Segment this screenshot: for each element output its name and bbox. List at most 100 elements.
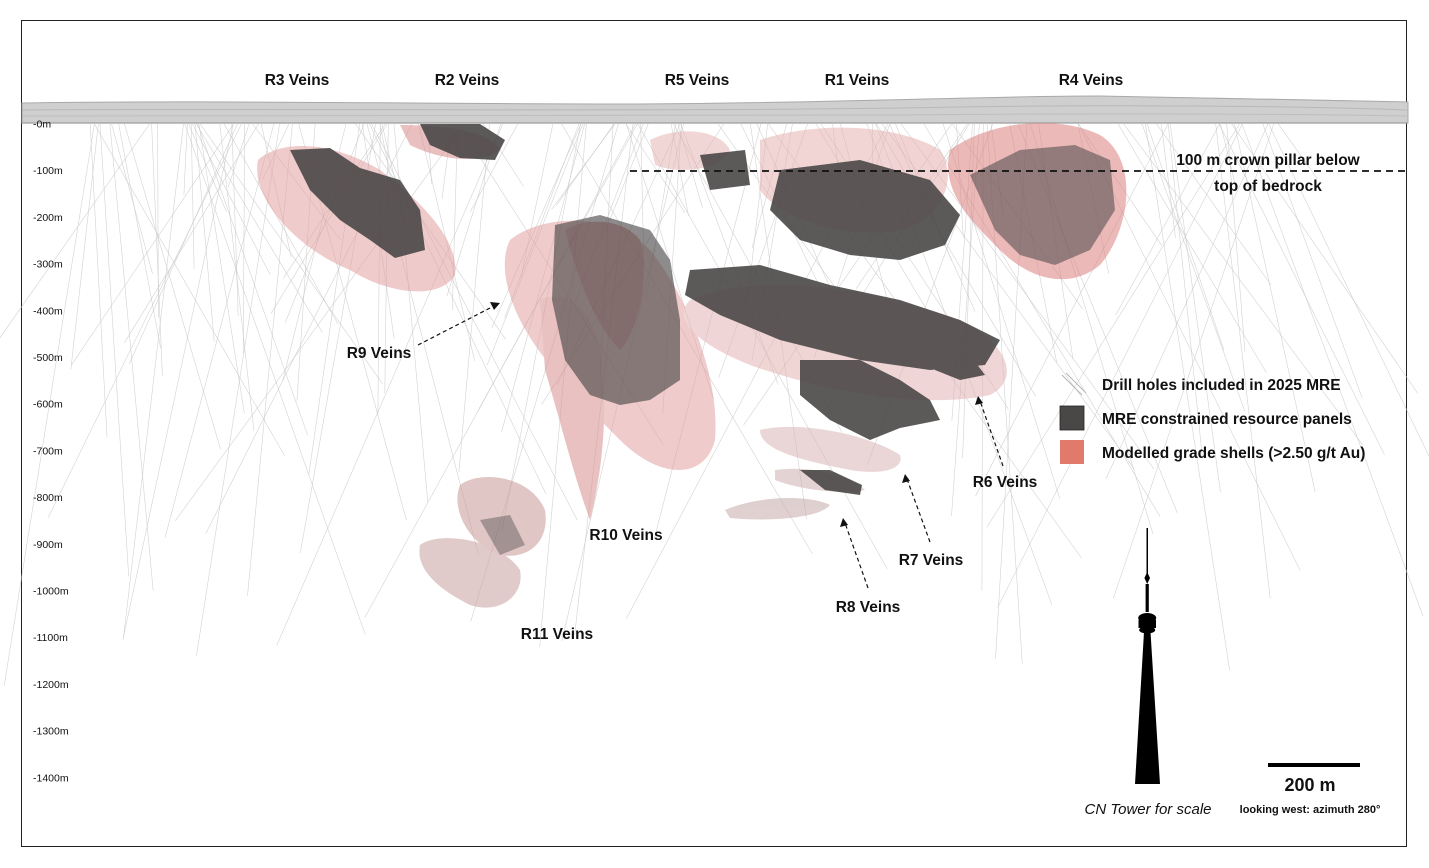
drill-hole-trace xyxy=(118,123,161,349)
drill-hole-trace xyxy=(1167,123,1203,457)
drill-hole-trace xyxy=(227,123,250,188)
panel-r2 xyxy=(420,124,505,160)
view-direction-label: looking west: azimuth 280° xyxy=(1240,804,1381,816)
drill-hole-trace xyxy=(183,123,188,195)
drill-hole-trace xyxy=(199,123,383,384)
vein-label-r5: R5 Veins xyxy=(665,72,730,89)
drill-hole-trace xyxy=(1218,123,1385,455)
depth-tick-label: -1200m xyxy=(33,679,69,691)
panel-r8 xyxy=(800,470,862,495)
drill-hole-trace xyxy=(175,123,465,521)
drill-hole-trace xyxy=(1146,123,1225,351)
grade-shell-r7 xyxy=(760,426,901,472)
depth-tick-label: -1400m xyxy=(33,772,69,784)
depth-tick-label: -900m xyxy=(33,539,63,551)
drill-hole-trace xyxy=(231,123,239,316)
crown-pillar-label-line2: top of bedrock xyxy=(1214,178,1322,195)
legend-label-resource-panels: MRE constrained resource panels xyxy=(1102,411,1352,428)
drill-hole-trace xyxy=(70,123,99,370)
drill-hole-trace xyxy=(1234,123,1316,493)
drill-hole-trace xyxy=(1161,123,1176,238)
depth-tick-label: -1000m xyxy=(33,586,69,598)
depth-tick-label: -400m xyxy=(33,305,63,317)
drill-hole-trace xyxy=(997,123,1243,608)
grade-shell-r11 xyxy=(419,538,521,608)
drill-hole-trace xyxy=(491,123,582,328)
drill-hole-trace xyxy=(196,123,280,657)
drill-hole-trace xyxy=(151,123,163,376)
legend-label-drill-holes: Drill holes included in 2025 MRE xyxy=(1102,377,1341,394)
drill-hole-trace xyxy=(190,123,195,269)
panel-r3 xyxy=(290,148,425,258)
depth-tick-label: -100m xyxy=(33,165,63,177)
grade-shell-r11b xyxy=(457,477,546,556)
drill-hole-trace xyxy=(157,123,159,318)
arrowhead-r6 xyxy=(975,396,983,405)
drill-hole-trace xyxy=(1220,123,1236,184)
figure-frame xyxy=(21,20,1407,847)
drill-hole-trace xyxy=(1145,123,1230,671)
drill-hole-trace xyxy=(124,123,221,450)
vein-label-r9: R9 Veins xyxy=(347,345,412,362)
drill-hole-trace xyxy=(89,123,108,437)
depth-tick-label: -1300m xyxy=(33,726,69,738)
drill-hole-trace xyxy=(242,123,245,354)
depth-tick-label: -300m xyxy=(33,259,63,271)
panel-r1b xyxy=(685,265,1000,370)
depth-axis: -0m -100m -200m -300m -400m -500m -600m -700m -8… xyxy=(33,119,69,785)
vein-label-r1: R1 Veins xyxy=(825,72,890,89)
drill-hole-trace xyxy=(164,123,275,538)
depth-tick-label: -1100m xyxy=(33,632,68,644)
depth-tick-label: -200m xyxy=(33,212,63,224)
drill-hole-trace xyxy=(276,123,503,646)
scale-bar xyxy=(1268,763,1360,767)
drill-hole-trace xyxy=(1278,123,1318,179)
panel-r10 xyxy=(552,215,680,405)
drill-hole-trace xyxy=(111,123,153,274)
drill-hole-trace xyxy=(551,123,616,210)
arrow-r6 xyxy=(979,400,1004,467)
drill-hole-traces xyxy=(0,123,1429,686)
arrowhead-r8 xyxy=(840,518,848,527)
panel-r7 xyxy=(800,360,940,440)
arrow-r8 xyxy=(844,522,869,589)
drill-hole-trace xyxy=(197,123,308,436)
arrowhead-r7 xyxy=(902,474,910,483)
drill-hole-trace xyxy=(469,123,518,213)
drill-hole-trace xyxy=(124,123,259,343)
depth-tick-label: -800m xyxy=(33,492,63,504)
vein-label-r4: R4 Veins xyxy=(1059,72,1124,89)
vein-label-r7: R7 Veins xyxy=(899,552,964,569)
depth-tick-label: -700m xyxy=(33,445,63,457)
drill-hole-trace xyxy=(1105,123,1269,480)
panel-r6 xyxy=(930,350,985,380)
arrowhead-r9 xyxy=(490,302,500,310)
drill-hole-trace xyxy=(458,123,490,473)
vein-label-r10: R10 Veins xyxy=(589,527,662,544)
drill-hole-trace xyxy=(1123,123,1364,446)
drill-hole-trace xyxy=(196,123,323,333)
drill-hole-trace xyxy=(1231,123,1419,394)
vein-label-r6: R6 Veins xyxy=(973,474,1038,491)
drill-hole-trace xyxy=(109,123,154,591)
drill-hole-trace xyxy=(70,123,234,366)
drill-hole-trace xyxy=(0,123,150,339)
depth-tick-label: -600m xyxy=(33,399,63,411)
drill-hole-trace xyxy=(129,123,238,364)
drill-hole-trace xyxy=(1115,123,1220,316)
drill-hole-trace xyxy=(223,123,339,325)
drill-hole-trace xyxy=(122,123,234,640)
vein-label-r3: R3 Veins xyxy=(265,72,330,89)
drill-hole-trace xyxy=(1262,123,1363,399)
drill-hole-trace xyxy=(99,123,129,577)
panel-r5 xyxy=(700,150,750,190)
drill-hole-trace xyxy=(194,123,215,342)
depth-tick-label: -500m xyxy=(33,352,63,364)
grade-shell-r8 xyxy=(725,498,830,520)
legend-drill-hole-icon xyxy=(1061,372,1087,396)
callout-arrows xyxy=(417,305,1004,589)
legend-dark-square-icon xyxy=(1059,405,1085,431)
drill-hole-trace xyxy=(975,123,1169,497)
drill-hole-trace xyxy=(188,123,227,212)
